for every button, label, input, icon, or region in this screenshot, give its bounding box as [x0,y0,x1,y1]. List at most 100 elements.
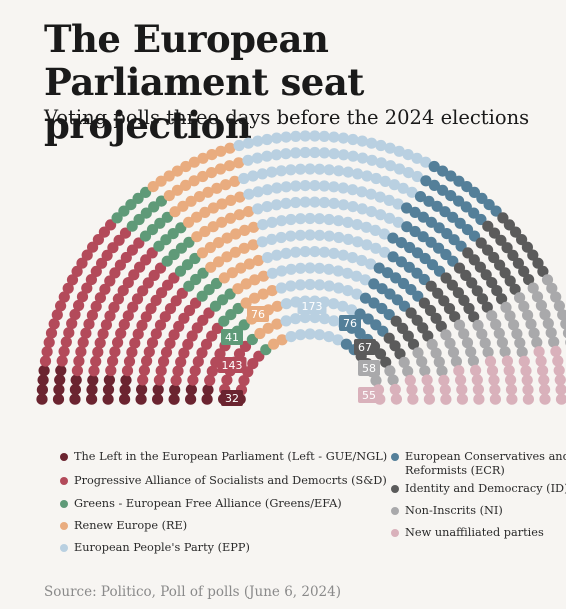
seat-dot [62,282,74,294]
seat-dot [531,336,543,348]
seat-dot [406,186,418,198]
seat-dot [402,149,414,161]
seat-dot [178,347,190,359]
seat-dot [384,365,396,377]
seat-dot [233,157,245,169]
seat-dot [146,337,159,349]
seat-dot [541,274,554,286]
seat-dot [69,308,81,321]
seat-dot [138,364,150,376]
seat-dot [247,170,259,182]
seat-dot [299,146,311,159]
seat-dot [491,285,503,297]
seat-dot [271,182,283,194]
seat-dot [183,216,195,228]
seat-dot [382,267,394,279]
seat-dot [507,249,519,261]
seat-dot [275,231,287,244]
seat-dot [323,230,335,242]
seat-count-label: 76 [339,315,361,331]
seat-dot [248,221,260,233]
seat-dot [150,328,162,340]
seat-dot [318,130,330,142]
seat-dot [111,212,123,224]
seat-dot [555,393,566,405]
seat-dot [323,263,335,275]
seat-dot [309,130,321,142]
seat-count-text: 58 [362,362,376,375]
seat-dot [102,384,115,396]
seat-dot [97,328,109,340]
seat-dot [375,139,387,152]
seat-dot [36,393,48,405]
seat-dot [100,319,112,331]
legend-swatch [60,544,68,552]
seat-dot [423,384,435,396]
seat-dot [280,247,292,259]
seat-dot [376,302,388,315]
seat-count-label: 76 [247,306,269,322]
seat-dot [418,297,430,309]
seat-dot [109,267,121,279]
seat-dot [290,196,302,209]
seat-dot [417,231,429,243]
seat-dot [299,180,311,192]
seat-dot [280,131,292,143]
seat-dot [347,184,359,196]
seat-dot [546,282,558,294]
seat-dot [304,212,316,225]
seat-dot [365,258,377,270]
seat-dot [456,384,468,396]
seat-dot [460,269,472,281]
seat-dot [370,375,382,387]
seat-dot [471,285,483,297]
seat-dot [154,262,167,274]
seat-dot [43,336,55,348]
seat-dot [234,191,246,203]
seat-dot [328,298,340,310]
seat-dot [482,346,494,358]
seat-dot [338,149,350,161]
seat-dot [323,331,335,343]
seat-dot [175,242,187,254]
seat-dot [90,265,102,277]
seat-dot [407,338,420,350]
seat-dot [45,327,58,339]
seat-dot [132,192,144,204]
seat-dot [554,374,566,386]
seat-dot [168,329,180,341]
seat-dot [275,165,287,177]
seat-dot [309,180,321,192]
seat-dot [108,301,120,313]
seat-dot [337,249,349,261]
seat-dot [436,365,448,377]
seat-dot [328,181,340,193]
seat-dot [480,269,492,281]
seat-dot [479,337,491,349]
seat-dot [328,148,340,160]
seat-dot [333,282,345,294]
seat-group [372,345,566,405]
seat-dot [493,327,505,339]
seat-dot [456,393,468,405]
seat-dot [69,393,81,405]
seat-dot [387,251,399,263]
seat-dot [107,355,119,367]
seat-dot [411,170,423,183]
seat-dot [417,211,429,223]
seat-dot [285,280,297,292]
seat-dot [87,241,99,253]
seat-dot [313,329,326,341]
legend-label: The Left in the European Parliament (Lef… [74,450,388,463]
seat-dot [509,226,522,238]
legend-swatch [391,507,399,515]
seat-dot [86,384,98,396]
seat-dot [548,336,560,348]
seat-dot [440,329,452,341]
seat-dot [73,355,85,367]
seat-dot [440,393,452,405]
seat-dot [431,200,443,212]
seat-dot [468,230,481,242]
seat-dot [211,322,223,334]
seat-dot [122,277,134,289]
